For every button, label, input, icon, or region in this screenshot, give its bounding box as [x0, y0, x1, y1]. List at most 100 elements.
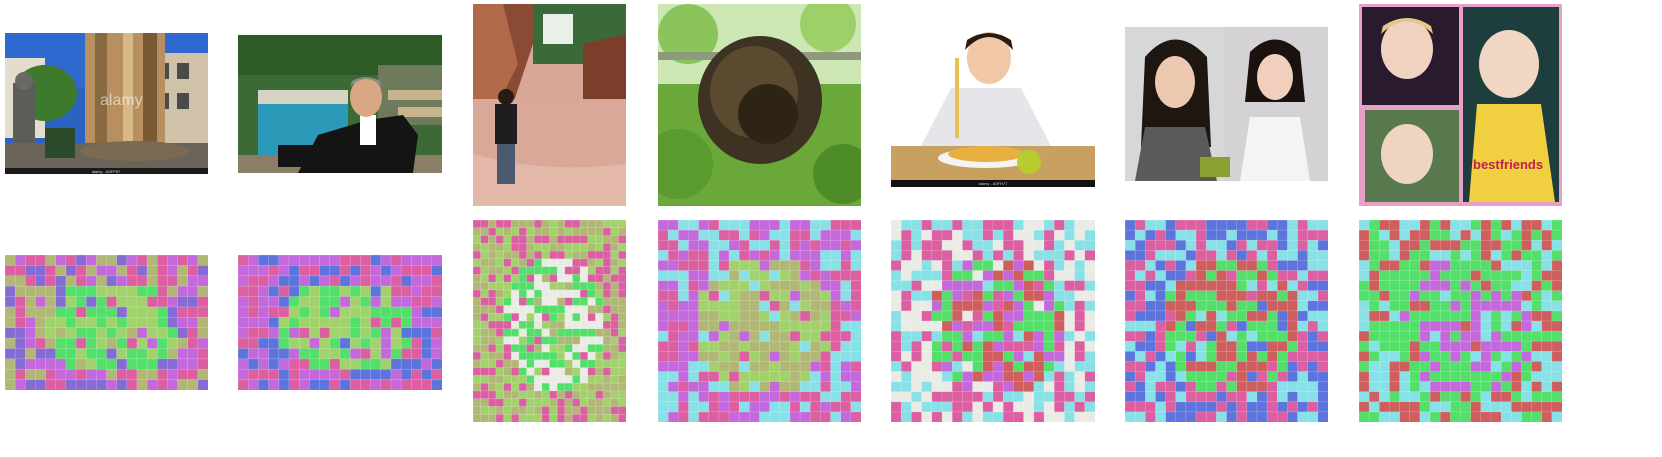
mask-cell [1399, 330, 1411, 342]
mask-cell [564, 243, 574, 252]
mask-cell [1216, 249, 1228, 261]
mask-cell [1033, 300, 1045, 312]
mask-cell [688, 260, 700, 272]
mask-cell [1033, 280, 1045, 292]
mask-cell [1307, 290, 1319, 302]
mask-cell [840, 320, 852, 332]
mask-cell [972, 229, 984, 241]
mask-cell [187, 379, 199, 390]
mask-cell [1266, 361, 1278, 373]
mask-cell [677, 229, 690, 241]
mask-cell [380, 285, 392, 298]
mask-cell [579, 406, 589, 415]
mask-cell [931, 220, 943, 231]
mask-cell [488, 375, 497, 384]
mask-cell [533, 375, 543, 384]
mask-cell [549, 382, 558, 392]
mask-cell [972, 310, 984, 322]
mask-cell [1429, 381, 1441, 393]
mask-cell [840, 300, 852, 312]
mask-cell [1246, 229, 1258, 241]
mask-cell [96, 317, 108, 329]
mask-cell [921, 260, 933, 272]
mask-cell [1429, 280, 1441, 292]
mask-cell [1002, 229, 1014, 241]
mask-cell [136, 358, 148, 370]
mask-cell [116, 306, 128, 318]
mask-cell [549, 305, 558, 314]
mask-cell [1287, 401, 1299, 413]
mask-cell [564, 266, 574, 275]
mask-cell [1470, 300, 1482, 312]
mask-cell [1510, 229, 1522, 241]
mask-cell [1064, 361, 1076, 373]
mask-cell [789, 330, 801, 342]
mask-cell [1419, 381, 1431, 393]
mask-cell [488, 243, 497, 252]
mask-cell [1144, 239, 1157, 251]
mask-cell [96, 337, 108, 350]
mask-cell [789, 239, 801, 251]
mask-cell [549, 398, 558, 408]
mask-cell [1541, 310, 1553, 322]
mask-cell [1500, 381, 1512, 393]
mask-cell [728, 371, 740, 383]
mask-cell [473, 243, 482, 252]
mask-cell [480, 258, 489, 268]
mask-cell [779, 229, 791, 241]
mask-cell [1460, 330, 1472, 342]
mask-cell [35, 285, 47, 298]
mask-cell [24, 296, 37, 308]
mask-cell [962, 411, 974, 422]
mask-cell [556, 359, 566, 369]
mask-cell [579, 305, 589, 314]
mask-cell [495, 320, 505, 330]
mask-cell [349, 379, 361, 390]
mask-cell [1450, 260, 1462, 272]
mask-cell [411, 285, 423, 298]
mask-cell [309, 255, 321, 266]
mask-cell [1378, 310, 1391, 322]
mask-cell [891, 330, 902, 342]
mask-cell [1043, 300, 1055, 312]
mask-cell [1216, 310, 1228, 322]
mask-cell [698, 260, 710, 272]
mask-cell [1470, 260, 1482, 272]
mask-cell [911, 361, 923, 373]
mask-cell [1307, 401, 1319, 413]
mask-cell [1531, 330, 1543, 342]
mask-cell [1053, 290, 1065, 302]
mask-cell [1226, 411, 1238, 422]
mask-cell [1439, 351, 1451, 363]
mask-cell [688, 290, 700, 302]
mask-cell [495, 250, 505, 260]
mask-cell [14, 337, 26, 350]
mask-cell [850, 320, 861, 332]
mask-cell [495, 243, 505, 252]
mask-cell [1439, 340, 1451, 352]
mask-cell [587, 289, 596, 299]
mask-cell [329, 255, 341, 266]
mask-cell [503, 305, 512, 314]
mask-cell [951, 290, 964, 302]
mask-cell [556, 367, 566, 376]
mask-cell [1266, 401, 1278, 413]
mask-cell [1256, 260, 1268, 272]
mask-cell [1074, 270, 1086, 282]
mask-cell [1297, 229, 1309, 241]
mask-cell [738, 340, 750, 352]
mask-cell [370, 337, 382, 350]
mask-cell [495, 406, 505, 415]
mask-cell [495, 390, 505, 400]
mask-cell [1419, 249, 1431, 261]
mask-cell [533, 312, 543, 322]
mask-cell [1043, 310, 1055, 322]
mask-cell [288, 368, 300, 381]
mask-cell [1144, 411, 1157, 422]
mask-cell [238, 368, 249, 381]
mask-cell [1490, 320, 1502, 332]
mask-cell [1002, 371, 1014, 383]
mask-cell [1551, 249, 1562, 261]
mask-cell [891, 381, 902, 393]
mask-cell [587, 375, 596, 384]
